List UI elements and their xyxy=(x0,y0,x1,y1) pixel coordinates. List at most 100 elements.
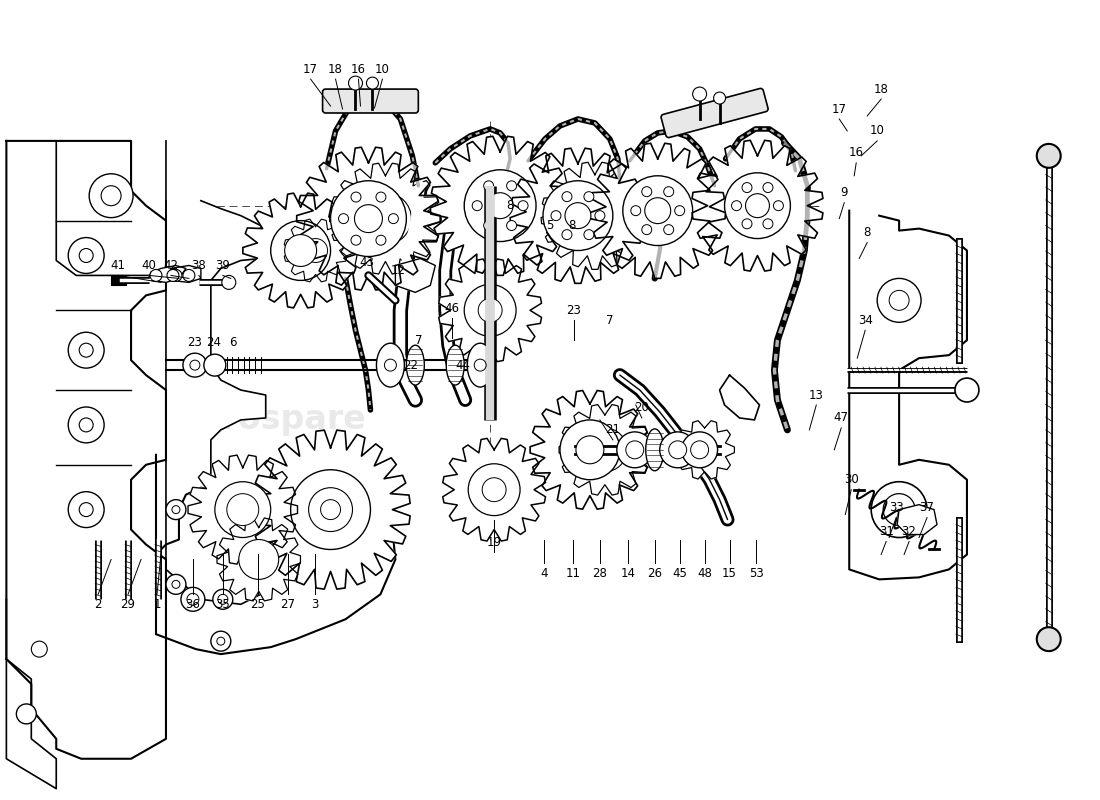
Polygon shape xyxy=(284,219,346,282)
Text: 39: 39 xyxy=(216,259,230,272)
Circle shape xyxy=(763,182,773,193)
Circle shape xyxy=(773,201,783,210)
Circle shape xyxy=(354,205,383,233)
Circle shape xyxy=(172,580,180,588)
Polygon shape xyxy=(439,259,541,362)
Circle shape xyxy=(170,270,182,282)
Circle shape xyxy=(227,494,258,526)
Circle shape xyxy=(464,285,516,336)
Polygon shape xyxy=(7,141,166,758)
Circle shape xyxy=(641,225,651,234)
Circle shape xyxy=(68,332,104,368)
Circle shape xyxy=(304,238,328,262)
Text: 12: 12 xyxy=(390,264,406,277)
Circle shape xyxy=(663,186,673,197)
Polygon shape xyxy=(330,163,441,274)
Ellipse shape xyxy=(376,343,405,387)
Circle shape xyxy=(89,174,133,218)
Circle shape xyxy=(190,360,200,370)
Circle shape xyxy=(376,235,386,245)
Circle shape xyxy=(883,494,915,526)
Circle shape xyxy=(674,206,684,216)
Polygon shape xyxy=(148,266,186,282)
Circle shape xyxy=(271,221,331,281)
Ellipse shape xyxy=(468,343,493,387)
Text: 29: 29 xyxy=(121,598,135,610)
Text: 13: 13 xyxy=(808,389,824,402)
Circle shape xyxy=(68,407,104,443)
Circle shape xyxy=(167,270,179,282)
Circle shape xyxy=(384,359,396,371)
Circle shape xyxy=(645,198,671,224)
Circle shape xyxy=(79,502,94,517)
Text: 28: 28 xyxy=(593,567,607,580)
Circle shape xyxy=(16,704,36,724)
Text: 40: 40 xyxy=(142,259,156,272)
Circle shape xyxy=(584,192,594,202)
Text: 25: 25 xyxy=(251,598,265,610)
Circle shape xyxy=(166,500,186,519)
Circle shape xyxy=(584,230,594,240)
Circle shape xyxy=(641,186,651,197)
Circle shape xyxy=(79,249,94,262)
Text: 48: 48 xyxy=(697,567,712,580)
Text: 8: 8 xyxy=(506,199,514,212)
Circle shape xyxy=(571,192,619,239)
Circle shape xyxy=(482,478,506,502)
Text: 33: 33 xyxy=(889,501,903,514)
Circle shape xyxy=(763,219,773,229)
Ellipse shape xyxy=(406,345,425,385)
Circle shape xyxy=(180,587,205,611)
Circle shape xyxy=(214,482,271,538)
Circle shape xyxy=(871,482,927,538)
Text: 14: 14 xyxy=(620,567,636,580)
Circle shape xyxy=(518,201,528,210)
Polygon shape xyxy=(541,162,649,270)
FancyBboxPatch shape xyxy=(661,88,768,138)
Circle shape xyxy=(239,539,278,579)
Text: 53: 53 xyxy=(749,567,763,580)
Text: 16: 16 xyxy=(849,146,864,159)
Circle shape xyxy=(692,437,717,462)
Circle shape xyxy=(31,641,47,657)
Text: 47: 47 xyxy=(834,411,849,425)
Text: 2: 2 xyxy=(95,598,102,610)
Text: 18: 18 xyxy=(328,62,343,76)
Circle shape xyxy=(478,298,502,322)
Text: 21: 21 xyxy=(605,423,620,436)
Circle shape xyxy=(669,441,686,458)
Circle shape xyxy=(955,378,979,402)
Circle shape xyxy=(183,270,195,282)
Polygon shape xyxy=(443,438,546,541)
Circle shape xyxy=(464,170,536,242)
Polygon shape xyxy=(243,193,359,308)
Circle shape xyxy=(172,506,180,514)
Circle shape xyxy=(101,186,121,206)
Circle shape xyxy=(183,353,207,377)
Text: 6: 6 xyxy=(229,336,236,349)
Text: 31: 31 xyxy=(879,525,893,538)
Circle shape xyxy=(218,594,228,604)
Text: 35: 35 xyxy=(216,598,230,610)
Circle shape xyxy=(889,290,909,310)
Polygon shape xyxy=(188,455,297,564)
FancyBboxPatch shape xyxy=(322,89,418,113)
Circle shape xyxy=(682,432,717,468)
Circle shape xyxy=(79,418,94,432)
Polygon shape xyxy=(251,430,410,589)
Text: 22: 22 xyxy=(403,358,418,372)
Circle shape xyxy=(551,210,561,221)
Text: 27: 27 xyxy=(280,598,295,610)
Circle shape xyxy=(68,492,104,527)
Circle shape xyxy=(204,354,226,376)
Text: 34: 34 xyxy=(858,314,872,326)
Circle shape xyxy=(166,574,186,594)
Text: 45: 45 xyxy=(672,567,688,580)
Text: 42: 42 xyxy=(164,259,178,272)
Circle shape xyxy=(484,181,494,191)
Text: 24: 24 xyxy=(207,336,221,349)
Text: 3: 3 xyxy=(311,598,318,610)
Circle shape xyxy=(351,235,361,245)
Polygon shape xyxy=(166,201,266,604)
Circle shape xyxy=(630,206,641,216)
